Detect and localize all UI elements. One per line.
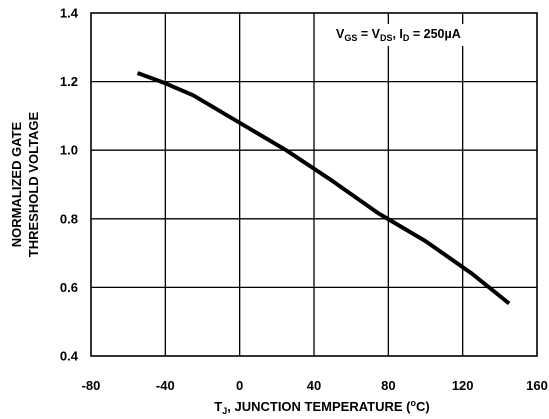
y-tick-label: 1.4: [60, 6, 79, 21]
x-axis-label: TJ, JUNCTION TEMPERATURE (oC): [214, 398, 429, 416]
x-axis-label-part: T: [214, 399, 222, 414]
x-tick-label: -40: [156, 378, 175, 393]
series-line: [136, 71, 511, 306]
annotation-part: GS: [344, 33, 357, 43]
x-axis-label-part: o: [410, 398, 416, 408]
x-tick-label: 160: [526, 378, 548, 393]
annotation-part: D: [403, 33, 410, 43]
y-axis-label-line: NORMALIZED GATE: [9, 121, 24, 247]
x-tick-label: 80: [381, 378, 395, 393]
y-tick-label: 0.6: [60, 280, 78, 295]
plot-frame: [90, 12, 538, 357]
annotation-part: V: [336, 27, 345, 41]
annotation-background: [330, 24, 526, 46]
y-tick-label: 0.8: [60, 211, 78, 226]
series-layer: [136, 71, 511, 306]
annotation-part: = V: [357, 27, 380, 41]
y-axis-label-line: THRESHOLD VOLTAGE: [26, 111, 41, 257]
legend-annotation: VGS = VDS, ID = 250µA: [330, 24, 526, 46]
x-tick-label: 40: [307, 378, 321, 393]
x-tick-label: 0: [236, 378, 243, 393]
grid-lines: [91, 13, 537, 356]
x-axis-label-part: , JUNCTION TEMPERATURE (: [227, 399, 411, 414]
x-axis-label-part: J: [222, 406, 227, 416]
y-tick-label: 1.0: [60, 143, 78, 158]
annotation-part: = 250µA: [409, 27, 460, 41]
x-axis-label-part: C): [416, 399, 430, 414]
y-axis-label: NORMALIZED GATE THRESHOLD VOLTAGE: [9, 111, 41, 257]
annotation-part: DS: [380, 33, 393, 43]
y-tick-label: 1.2: [60, 74, 78, 89]
x-tick-labels: -80 -40 0 40 80 120 160: [82, 378, 548, 393]
y-tick-labels: 0.4 0.6 0.8 1.0 1.2 1.4: [60, 6, 79, 364]
x-tick-label: 120: [452, 378, 474, 393]
annotation-text: VGS = VDS, ID = 250µA: [336, 27, 461, 43]
x-tick-label: -80: [82, 378, 101, 393]
annotation-part: , I: [392, 27, 402, 41]
y-tick-label: 0.4: [60, 349, 79, 364]
